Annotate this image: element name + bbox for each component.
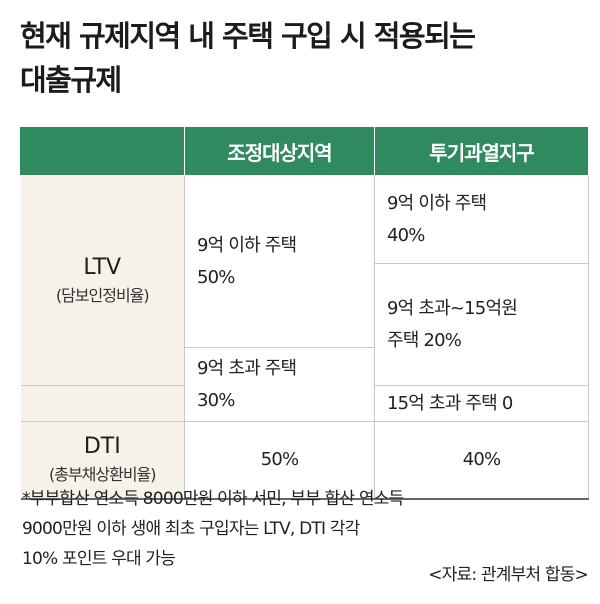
ltv-adjusted-over-9-text: 9억 초과 주택 bbox=[197, 357, 297, 379]
ltv-speculative-9-to-15-text: 9억 초과~15억원 bbox=[387, 297, 518, 319]
title-line-2: 대출규제 bbox=[20, 63, 122, 97]
ltv-row-3: 9억 초과 주택 30% bbox=[21, 347, 589, 422]
header-adjusted-area: 조정대상지역 bbox=[184, 126, 375, 176]
regulation-table: 조정대상지역 투기과열지구 LTV (담보인정비율) 9억 이하 주택 50% … bbox=[20, 126, 589, 500]
ltv-sublabel: (담보인정비율) bbox=[55, 285, 150, 305]
title-line-1: 현재 규제지역 내 주택 구입 시 적용되는 bbox=[20, 19, 476, 53]
ltv-row-4: 15억 초과 주택 0 bbox=[20, 385, 589, 422]
header-corner bbox=[20, 126, 185, 176]
footnote-line-2: 9000만원 이하 생애 최초 구입자는 LTV, DTI 각각 bbox=[22, 519, 360, 539]
footnote-line-1: *부부합산 연소득 8000만원 이하 서민, 부부 합산 연소득 bbox=[22, 489, 404, 509]
ltv-row-2: 9억 초과~15억원 주택 20% bbox=[21, 263, 589, 386]
ltv-speculative-under-9-value: 40% bbox=[387, 224, 425, 246]
ltv-speculative-9-to-15-value: 주택 20% bbox=[387, 329, 462, 351]
ltv-adjusted-under-9-value: 50% bbox=[197, 266, 235, 288]
ltv-adjusted-over-9: 9억 초과 주택 30% bbox=[184, 347, 375, 422]
dti-speculative: 40% bbox=[374, 421, 589, 500]
ltv-row-1: LTV (담보인정비율) 9억 이하 주택 50% 9억 이하 주택 40% bbox=[20, 175, 589, 386]
ltv-adjusted-under-9-text: 9억 이하 주택 bbox=[197, 234, 297, 256]
ltv-speculative-under-9-text: 9억 이하 주택 bbox=[387, 192, 487, 214]
footnote-line-3: 10% 포인트 우대 가능 bbox=[22, 549, 176, 569]
ltv-adjusted-over-9-value: 30% bbox=[197, 389, 235, 411]
ltv-adjusted-under-9: 9억 이하 주택 50% bbox=[184, 175, 375, 348]
table-header-row: 조정대상지역 투기과열지구 bbox=[20, 126, 589, 176]
source-credit: <자료: 관계부처 합동> bbox=[428, 565, 589, 585]
footnote: *부부합산 연소득 8000만원 이하 서민, 부부 합산 연소득 9000만원… bbox=[22, 484, 590, 574]
ltv-label-cell: LTV (담보인정비율) bbox=[20, 175, 185, 386]
dti-label-cell: DTI (총부채상환비율) bbox=[20, 421, 185, 500]
ltv-speculative-under-9: 9억 이하 주택 40% bbox=[374, 175, 589, 264]
ltv-label: LTV bbox=[83, 254, 122, 280]
header-speculative-area: 투기과열지구 bbox=[374, 126, 589, 176]
ltv-speculative-9-to-15: 9억 초과~15억원 주택 20% bbox=[374, 263, 589, 386]
dti-sublabel: (총부채상환비율) bbox=[48, 465, 157, 484]
ltv-label-filler bbox=[20, 385, 185, 422]
page-title: 현재 규제지역 내 주택 구입 시 적용되는 대출규제 bbox=[20, 14, 590, 102]
dti-adjusted: 50% bbox=[184, 421, 375, 500]
dti-label: DTI bbox=[83, 434, 121, 459]
dti-row: DTI (총부채상환비율) 50% 40% bbox=[20, 421, 589, 500]
ltv-speculative-over-15: 15억 초과 주택 0 bbox=[374, 385, 589, 422]
